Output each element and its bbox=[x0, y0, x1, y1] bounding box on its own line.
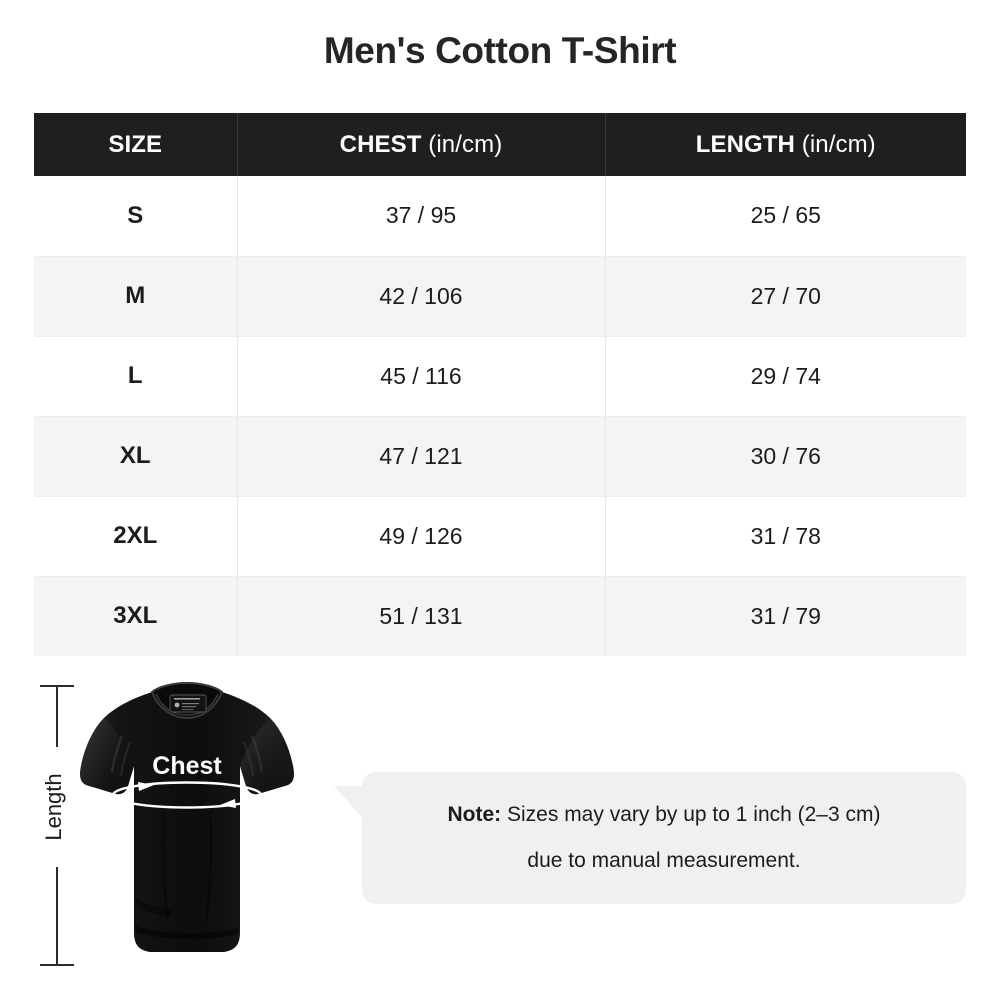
cell-size: M bbox=[34, 256, 238, 337]
tshirt-illustration: Chest bbox=[78, 682, 294, 970]
table-row: 2XL 49 / 126 31 / 78 bbox=[34, 496, 966, 577]
column-header-length-label: LENGTH bbox=[695, 130, 795, 158]
cell-length: 25 / 65 bbox=[605, 176, 966, 257]
tshirt-body-shape bbox=[80, 692, 294, 952]
table-body: S 37 / 95 25 / 65 M 42 / 106 27 / 70 L 4… bbox=[34, 176, 966, 656]
cell-chest: 51 / 131 bbox=[237, 576, 606, 656]
column-header-chest-label: CHEST bbox=[339, 130, 422, 158]
column-header-size: SIZE bbox=[34, 113, 238, 176]
cell-size: XL bbox=[34, 416, 238, 497]
cell-size: S bbox=[34, 176, 238, 257]
cell-size: 2XL bbox=[34, 496, 238, 577]
cell-length: 30 / 76 bbox=[605, 416, 966, 497]
cell-length: 27 / 70 bbox=[605, 256, 966, 337]
cell-length: 31 / 79 bbox=[605, 576, 966, 656]
neck-label-tag bbox=[169, 694, 207, 713]
cell-length: 31 / 78 bbox=[605, 496, 966, 577]
cell-size: 3XL bbox=[34, 576, 238, 656]
cell-chest: 47 / 121 bbox=[237, 416, 606, 497]
cell-chest: 42 / 106 bbox=[237, 256, 606, 337]
callout-tail-icon bbox=[334, 786, 364, 820]
length-label: Length bbox=[37, 747, 71, 867]
cell-chest: 45 / 116 bbox=[237, 336, 606, 417]
chest-label: Chest bbox=[152, 752, 222, 780]
table-row: S 37 / 95 25 / 65 bbox=[34, 176, 966, 257]
column-header-length-unit: (in/cm) bbox=[794, 130, 876, 158]
bracket-tick-bottom bbox=[40, 964, 74, 966]
column-header-chest: CHEST (in/cm) bbox=[237, 113, 606, 176]
table-row: XL 47 / 121 30 / 76 bbox=[34, 416, 966, 497]
cell-chest: 49 / 126 bbox=[237, 496, 606, 577]
cell-chest: 37 / 95 bbox=[237, 176, 606, 257]
note-text-1: Sizes may vary by up to 1 inch (2–3 cm) bbox=[501, 802, 881, 826]
table-row: M 42 / 106 27 / 70 bbox=[34, 256, 966, 337]
note-callout: Note: Sizes may vary by up to 1 inch (2–… bbox=[334, 772, 966, 904]
cell-size: L bbox=[34, 336, 238, 417]
note-line-2: due to manual measurement. bbox=[527, 849, 801, 872]
size-chart-table: SIZE CHEST (in/cm) LENGTH (in/cm) S 37 /… bbox=[34, 113, 966, 656]
column-header-size-label: SIZE bbox=[108, 130, 163, 158]
cell-length: 29 / 74 bbox=[605, 336, 966, 417]
note-prefix: Note: bbox=[447, 802, 502, 826]
note-line-1: Note: Sizes may vary by up to 1 inch (2–… bbox=[448, 800, 881, 830]
page-title: Men's Cotton T-Shirt bbox=[323, 30, 677, 71]
table-row: L 45 / 116 29 / 74 bbox=[34, 336, 966, 417]
table-row: 3XL 51 / 131 31 / 79 bbox=[34, 576, 966, 656]
table-header-row: SIZE CHEST (in/cm) LENGTH (in/cm) bbox=[34, 113, 966, 176]
column-header-chest-unit: (in/cm) bbox=[421, 130, 503, 158]
length-measurement-bracket: Length bbox=[37, 685, 74, 966]
chest-measure-arrow bbox=[111, 781, 263, 809]
table-header: SIZE CHEST (in/cm) LENGTH (in/cm) bbox=[34, 113, 966, 176]
column-header-length: LENGTH (in/cm) bbox=[605, 113, 966, 176]
